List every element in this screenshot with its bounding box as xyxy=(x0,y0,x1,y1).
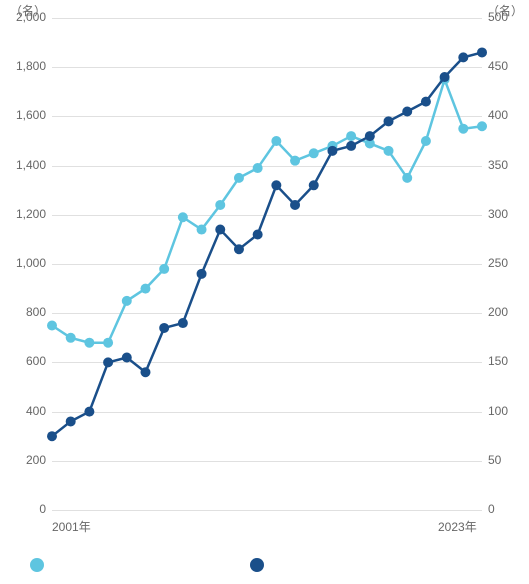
y-left-tick: 400 xyxy=(0,404,46,418)
series-marker-series-dark xyxy=(159,323,169,333)
y-left-tick: 1,600 xyxy=(0,108,46,122)
legend-item-2 xyxy=(250,558,264,572)
series-marker-series-dark xyxy=(84,407,94,417)
series-marker-series-dark xyxy=(215,225,225,235)
y-right-tick: 250 xyxy=(488,256,508,270)
y-left-tick: 2,000 xyxy=(0,10,46,24)
series-marker-series-light xyxy=(159,264,169,274)
series-marker-series-light xyxy=(421,136,431,146)
series-marker-series-dark xyxy=(140,367,150,377)
series-marker-series-dark xyxy=(477,47,487,57)
series-marker-series-light xyxy=(122,296,132,306)
series-marker-series-dark xyxy=(290,200,300,210)
series-marker-series-light xyxy=(215,200,225,210)
chart-container: （名） （名） 02004006008001,0001,2001,4001,60… xyxy=(0,0,529,584)
series-marker-series-light xyxy=(458,124,468,134)
y-left-tick: 1,000 xyxy=(0,256,46,270)
series-marker-series-dark xyxy=(197,269,207,279)
series-marker-series-light xyxy=(103,338,113,348)
series-marker-series-light xyxy=(477,121,487,131)
grid-line xyxy=(52,510,482,511)
y-left-tick: 200 xyxy=(0,453,46,467)
series-marker-series-light xyxy=(309,148,319,158)
y-left-tick: 600 xyxy=(0,354,46,368)
y-right-tick: 350 xyxy=(488,158,508,172)
series-marker-series-light xyxy=(253,163,263,173)
series-marker-series-light xyxy=(47,321,57,331)
series-marker-series-dark xyxy=(402,106,412,116)
series-marker-series-dark xyxy=(178,318,188,328)
series-marker-series-light xyxy=(140,284,150,294)
series-marker-series-light xyxy=(346,131,356,141)
y-left-tick: 800 xyxy=(0,305,46,319)
series-line-series-dark xyxy=(52,52,482,436)
series-marker-series-dark xyxy=(234,244,244,254)
series-marker-series-dark xyxy=(327,146,337,156)
legend-marker-dark xyxy=(250,558,264,572)
series-marker-series-light xyxy=(402,173,412,183)
series-marker-series-dark xyxy=(421,97,431,107)
y-right-tick: 200 xyxy=(488,305,508,319)
series-marker-series-light xyxy=(271,136,281,146)
y-right-tick: 100 xyxy=(488,404,508,418)
y-left-tick: 0 xyxy=(0,502,46,516)
y-right-tick: 50 xyxy=(488,453,501,467)
series-marker-series-dark xyxy=(122,352,132,362)
y-right-tick: 150 xyxy=(488,354,508,368)
series-marker-series-light xyxy=(66,333,76,343)
y-left-tick: 1,200 xyxy=(0,207,46,221)
y-right-tick: 0 xyxy=(488,502,495,516)
series-marker-series-dark xyxy=(365,131,375,141)
series-marker-series-dark xyxy=(458,52,468,62)
series-marker-series-light xyxy=(178,212,188,222)
chart-svg xyxy=(52,18,482,510)
series-marker-series-dark xyxy=(346,141,356,151)
y-left-tick: 1,400 xyxy=(0,158,46,172)
series-marker-series-light xyxy=(197,225,207,235)
y-right-tick: 400 xyxy=(488,108,508,122)
series-marker-series-dark xyxy=(47,431,57,441)
series-marker-series-dark xyxy=(66,416,76,426)
y-right-tick: 450 xyxy=(488,59,508,73)
legend-item-1 xyxy=(30,558,44,572)
x-end-label: 2023年 xyxy=(438,518,477,535)
series-marker-series-dark xyxy=(384,116,394,126)
series-marker-series-dark xyxy=(271,180,281,190)
series-marker-series-dark xyxy=(309,180,319,190)
y-left-tick: 1,800 xyxy=(0,59,46,73)
y-right-tick: 300 xyxy=(488,207,508,221)
series-marker-series-dark xyxy=(440,72,450,82)
y-right-tick: 500 xyxy=(488,10,508,24)
series-marker-series-light xyxy=(234,173,244,183)
series-marker-series-light xyxy=(290,156,300,166)
series-marker-series-dark xyxy=(103,357,113,367)
series-marker-series-light xyxy=(384,146,394,156)
series-marker-series-light xyxy=(84,338,94,348)
legend-marker-light xyxy=(30,558,44,572)
series-marker-series-dark xyxy=(253,229,263,239)
x-start-label: 2001年 xyxy=(52,518,91,535)
